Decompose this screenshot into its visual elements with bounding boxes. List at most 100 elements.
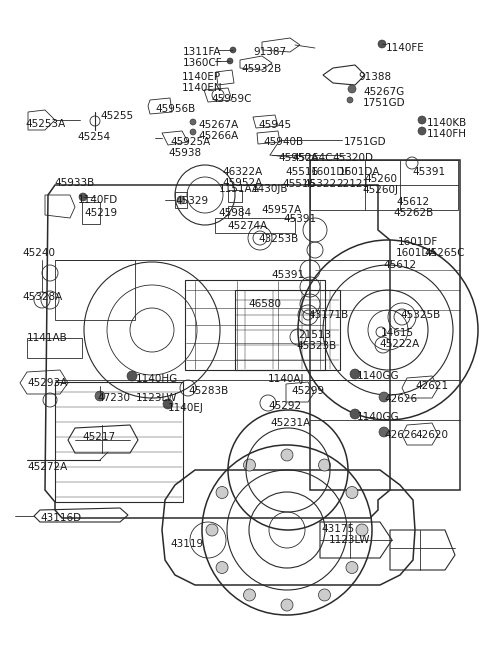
Text: 1123LW: 1123LW — [329, 535, 371, 545]
Text: 45283B: 45283B — [188, 386, 228, 396]
Text: 1140GG: 1140GG — [357, 412, 400, 422]
Text: 1601DF: 1601DF — [311, 167, 351, 177]
Text: 1311FA: 1311FA — [183, 47, 221, 57]
Text: 1140HG: 1140HG — [136, 374, 178, 384]
Bar — [185, 280, 325, 370]
Text: 1360CF: 1360CF — [183, 58, 223, 68]
Text: 45328A: 45328A — [22, 292, 62, 302]
Circle shape — [95, 391, 105, 401]
Text: 43171B: 43171B — [308, 310, 348, 320]
Circle shape — [190, 129, 196, 135]
Text: 45253A: 45253A — [25, 119, 65, 129]
Text: 45959C: 45959C — [211, 94, 252, 104]
Text: 1140EJ: 1140EJ — [168, 403, 204, 413]
Text: 1141AB: 1141AB — [27, 333, 68, 343]
Circle shape — [163, 399, 173, 409]
Text: 43253B: 43253B — [258, 234, 298, 244]
Text: 1140FE: 1140FE — [386, 43, 425, 53]
Circle shape — [127, 371, 137, 381]
Text: 45272A: 45272A — [27, 462, 67, 472]
Text: 45940B: 45940B — [263, 137, 303, 147]
Bar — [175, 192, 187, 208]
Text: 45266A: 45266A — [198, 131, 238, 141]
Text: 46322A: 46322A — [222, 167, 262, 177]
Circle shape — [243, 459, 255, 471]
Text: 42620: 42620 — [415, 430, 448, 440]
Text: 45933B: 45933B — [54, 178, 94, 188]
Text: 45391: 45391 — [412, 167, 445, 177]
Text: 91388: 91388 — [358, 72, 391, 82]
Text: 1601DF: 1601DF — [398, 237, 438, 247]
Text: 45299: 45299 — [291, 386, 324, 396]
Text: 45320D: 45320D — [332, 153, 373, 163]
Text: 45267A: 45267A — [198, 120, 238, 130]
Text: 1140AJ: 1140AJ — [268, 374, 304, 384]
Circle shape — [177, 196, 185, 204]
Text: 45222A: 45222A — [379, 339, 419, 349]
Text: 47230: 47230 — [97, 393, 130, 403]
Circle shape — [227, 58, 233, 64]
Text: 45938: 45938 — [168, 148, 201, 158]
Bar — [55, 260, 135, 320]
Text: 46580: 46580 — [248, 299, 281, 309]
Text: 14615: 14615 — [381, 328, 414, 338]
Text: 1601DA: 1601DA — [339, 167, 380, 177]
Text: 42626: 42626 — [384, 394, 417, 404]
Text: 45516: 45516 — [282, 179, 315, 189]
Text: 45292: 45292 — [268, 401, 301, 411]
Text: 45260: 45260 — [364, 174, 397, 184]
Bar — [55, 382, 183, 502]
Text: 1140EP: 1140EP — [182, 72, 221, 82]
Text: 43119: 43119 — [170, 539, 203, 549]
Circle shape — [379, 392, 389, 402]
Text: 45516: 45516 — [285, 167, 318, 177]
Circle shape — [418, 116, 426, 124]
Bar — [215, 218, 295, 233]
Text: 45217: 45217 — [82, 432, 115, 442]
Circle shape — [346, 487, 358, 498]
Text: 45391: 45391 — [271, 270, 304, 280]
Circle shape — [346, 561, 358, 574]
Circle shape — [379, 427, 389, 437]
Text: 43175: 43175 — [321, 524, 354, 534]
Text: 45255: 45255 — [100, 111, 133, 121]
Text: 45274A: 45274A — [227, 221, 267, 231]
Text: 1140KB: 1140KB — [427, 118, 467, 128]
Text: 45260J: 45260J — [362, 185, 398, 195]
Text: 1140FH: 1140FH — [427, 129, 467, 139]
Bar — [82, 202, 100, 224]
Circle shape — [216, 561, 228, 574]
Text: 45254: 45254 — [77, 132, 110, 142]
Text: 45325B: 45325B — [400, 310, 440, 320]
Text: 1140EN: 1140EN — [182, 83, 223, 93]
Text: 1123LW: 1123LW — [136, 393, 178, 403]
Text: 1601DA: 1601DA — [396, 248, 437, 258]
Circle shape — [378, 40, 386, 48]
Text: 45323B: 45323B — [296, 341, 336, 351]
Text: 45612: 45612 — [396, 197, 429, 207]
Text: 45329: 45329 — [175, 196, 208, 206]
Text: 45957A: 45957A — [261, 205, 301, 215]
Circle shape — [206, 524, 218, 536]
Circle shape — [350, 369, 360, 379]
Circle shape — [243, 589, 255, 601]
Circle shape — [356, 524, 368, 536]
Circle shape — [418, 127, 426, 135]
Circle shape — [230, 47, 236, 53]
Circle shape — [190, 119, 196, 125]
Text: 45945: 45945 — [258, 120, 291, 130]
Bar — [310, 160, 458, 210]
Bar — [235, 290, 340, 370]
Text: 45932B: 45932B — [241, 64, 281, 74]
Text: 45262B: 45262B — [393, 208, 433, 218]
Circle shape — [347, 97, 353, 103]
Circle shape — [348, 85, 356, 93]
Text: 45956B: 45956B — [155, 104, 195, 114]
Text: 45925A: 45925A — [170, 137, 210, 147]
Text: 21513: 21513 — [298, 330, 331, 340]
Circle shape — [281, 449, 293, 461]
Text: 45293A: 45293A — [27, 378, 67, 388]
Text: 45219: 45219 — [84, 208, 117, 218]
Text: 1751GD: 1751GD — [344, 137, 386, 147]
Text: 1151AA: 1151AA — [219, 184, 260, 194]
